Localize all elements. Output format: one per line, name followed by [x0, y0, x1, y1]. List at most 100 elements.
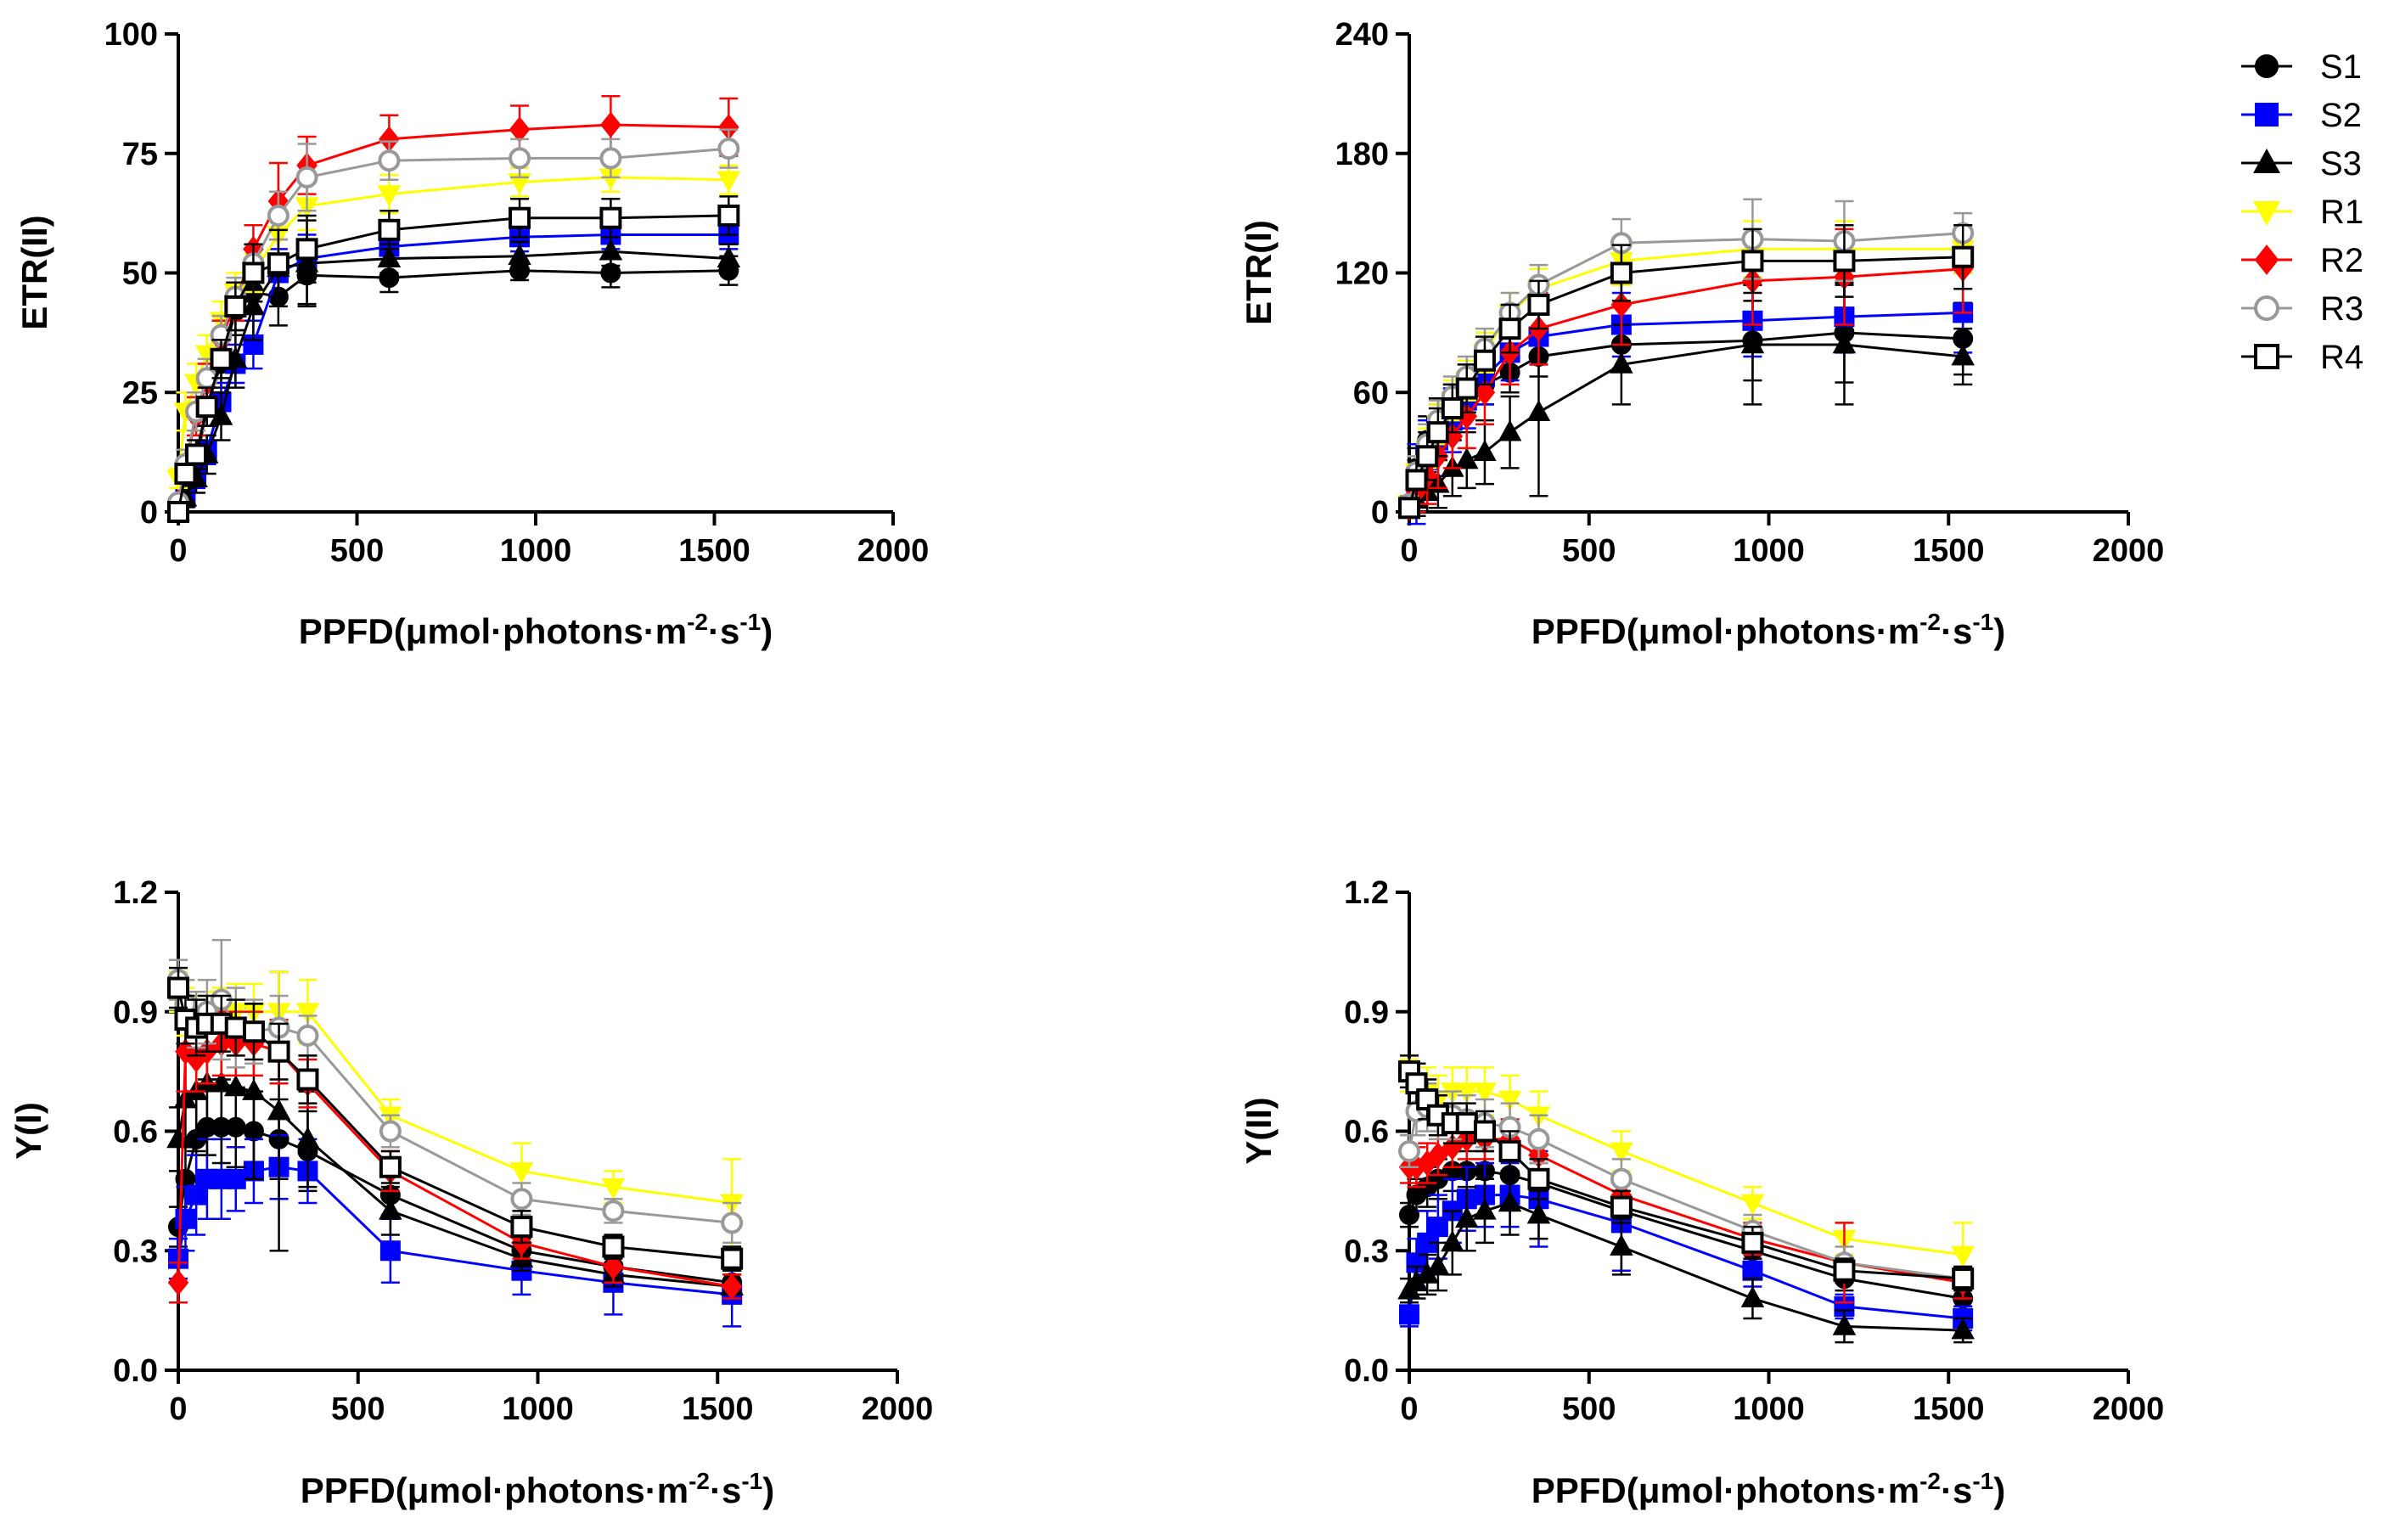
y-tick-label: 180 — [1335, 137, 1389, 172]
data-point — [295, 1127, 320, 1149]
chart-etr-i: 0 60 120 180 240 0 500 1000 1500 2000 ETR(I) PPFD(μ… — [1239, 17, 2164, 651]
y-tick-label: 0 — [140, 495, 158, 531]
series-line — [177, 1166, 733, 1296]
data-point — [1610, 1142, 1633, 1164]
legend-item-s3: S3 — [2241, 145, 2362, 183]
data-point — [603, 1253, 624, 1280]
data-point — [379, 1120, 402, 1143]
data-point — [174, 462, 197, 485]
x-tick-label: 500 — [330, 533, 384, 569]
data-point — [721, 1211, 744, 1234]
data-point — [1833, 250, 1856, 273]
data-point — [186, 1184, 207, 1206]
data-point — [1610, 1234, 1633, 1256]
data-point — [379, 1240, 401, 1262]
data-point — [721, 1273, 743, 1300]
legend-item-r2: R2 — [2241, 242, 2363, 279]
legend-marker — [2254, 295, 2279, 321]
data-point — [295, 166, 318, 188]
data-point — [267, 252, 289, 275]
data-point — [1454, 1206, 1479, 1228]
data-point — [1455, 377, 1478, 400]
x-tick-label: 1500 — [1913, 533, 1985, 569]
legend-label: R1 — [2320, 194, 2363, 231]
data-point — [1951, 1245, 1975, 1267]
legend-label: S2 — [2320, 97, 2362, 134]
data-point — [510, 1216, 533, 1239]
legend-item-r4: R4 — [2241, 339, 2363, 376]
data-point — [1498, 318, 1521, 340]
data-point — [242, 1020, 265, 1043]
x-tick-label: 1000 — [502, 1391, 574, 1427]
legend-label: S3 — [2320, 145, 2362, 183]
data-point — [717, 171, 741, 193]
y-tick-label: 0.3 — [1344, 1234, 1389, 1269]
y-tick-label: 50 — [122, 256, 158, 292]
legend-label: R4 — [2320, 339, 2363, 376]
data-point — [295, 238, 318, 261]
data-point — [509, 1162, 534, 1184]
data-point — [721, 1247, 744, 1270]
data-point — [717, 138, 740, 160]
data-point — [1527, 294, 1550, 317]
data-point — [167, 501, 189, 523]
data-point — [1832, 1313, 1857, 1335]
data-point — [599, 147, 622, 170]
data-point — [599, 239, 623, 261]
data-point — [1473, 1120, 1496, 1143]
chart-y-i: 0.0 0.3 0.6 0.9 1.2 0 500 1000 1500 2000 Y(I) PPFD(… — [8, 875, 933, 1510]
x-tick-label: 2000 — [862, 1391, 934, 1427]
data-point — [601, 1177, 626, 1200]
data-point — [509, 147, 531, 170]
data-point — [1405, 469, 1428, 492]
y-tick-label: 0 — [1371, 495, 1389, 531]
x-tick-label: 2000 — [2093, 533, 2165, 569]
data-point — [167, 1269, 189, 1296]
x-tick-label: 2000 — [857, 533, 930, 569]
series-line — [177, 176, 729, 479]
data-point — [377, 185, 402, 207]
y-tick-label: 0.0 — [113, 1353, 158, 1389]
data-point — [295, 1003, 320, 1025]
y-tick-label: 25 — [122, 375, 158, 411]
data-point — [1473, 439, 1497, 461]
data-point — [1526, 1202, 1551, 1224]
data-point — [717, 245, 741, 267]
x-axis-title: PPFD(μmol·photons·m-2·s-1) — [299, 609, 773, 651]
data-point — [1441, 1230, 1464, 1252]
data-point — [509, 206, 531, 229]
data-point — [1951, 1318, 1975, 1340]
y-tick-label: 120 — [1335, 256, 1389, 292]
data-point — [225, 1168, 246, 1189]
data-point — [224, 1016, 247, 1039]
data-point — [1398, 497, 1420, 520]
data-point — [1441, 397, 1464, 420]
x-tick-label: 1000 — [500, 533, 572, 569]
data-point — [185, 443, 208, 466]
data-point — [1741, 1231, 1764, 1254]
data-point — [1473, 349, 1496, 372]
y-tick-label: 0.0 — [1344, 1353, 1389, 1389]
data-point — [1742, 1260, 1763, 1281]
y-tick-label: 0.3 — [113, 1234, 158, 1269]
series-line — [177, 269, 729, 513]
x-axis-title: PPFD(μmol·photons·m-2·s-1) — [1532, 1468, 2005, 1510]
legend: S1 S2 S3 R1 R2 R3 R4 — [2241, 48, 2363, 376]
data-point — [717, 204, 740, 227]
data-point — [1398, 1139, 1420, 1162]
x-tick-label: 0 — [169, 533, 187, 569]
data-point — [378, 149, 401, 172]
y-axis-title: Y(II) — [1239, 1097, 1279, 1164]
series-line — [177, 979, 733, 1224]
y-tick-label: 0.6 — [113, 1115, 158, 1150]
data-point — [602, 1235, 625, 1258]
data-point — [195, 396, 218, 419]
data-point — [510, 1188, 533, 1211]
series-r4 — [1398, 1054, 1975, 1292]
series-line — [177, 1082, 733, 1288]
y-tick-label: 1.2 — [1344, 875, 1389, 911]
legend-label: S1 — [2320, 48, 2362, 86]
data-point — [1740, 1285, 1765, 1307]
legend-label: R2 — [2320, 242, 2363, 279]
